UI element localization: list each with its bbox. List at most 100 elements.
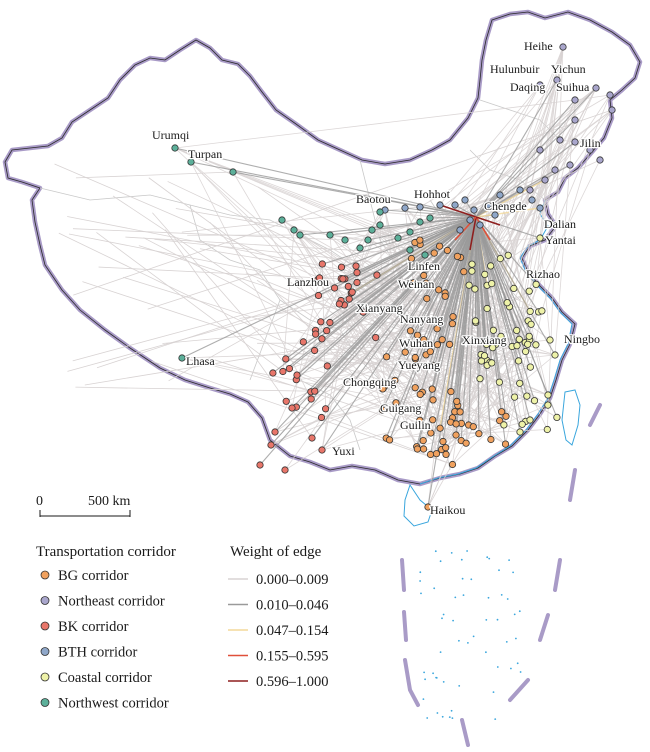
city-node <box>541 176 549 184</box>
city-node <box>481 270 489 278</box>
city-node <box>524 340 532 348</box>
city-node <box>318 335 326 343</box>
city-node <box>406 327 415 335</box>
city-node <box>326 318 334 327</box>
edge <box>475 216 501 226</box>
city-node <box>187 158 195 166</box>
city-node <box>551 166 559 174</box>
city-node <box>445 340 454 348</box>
city-node <box>516 186 524 194</box>
island-dot <box>458 639 460 642</box>
edge <box>381 216 477 411</box>
city-node <box>543 425 551 434</box>
city-node <box>407 254 416 263</box>
city-node <box>438 336 446 344</box>
edge <box>410 216 477 332</box>
city-node <box>368 226 376 234</box>
city-node <box>482 340 491 348</box>
island-dot <box>467 642 469 644</box>
island-dot <box>424 678 426 681</box>
city-node <box>428 385 436 393</box>
edge <box>329 216 477 236</box>
city-node <box>310 346 319 355</box>
city-label-yueyang: Yueyang <box>398 358 440 372</box>
island-dot <box>420 592 422 595</box>
city-node <box>571 116 579 124</box>
weight-legend-label: 0.010–0.046 <box>256 598 329 614</box>
edge <box>291 263 323 409</box>
edge <box>318 216 477 297</box>
city-label-turpan: Turpan <box>188 147 222 161</box>
city-node <box>376 208 384 216</box>
island-dot <box>442 681 445 683</box>
city-node <box>476 375 484 383</box>
city-node <box>278 216 286 224</box>
edge <box>96 232 284 372</box>
edge <box>460 216 477 441</box>
city-node <box>372 333 380 342</box>
edge <box>259 216 477 466</box>
edge <box>535 46 564 285</box>
city-node <box>456 226 464 234</box>
island-dot <box>466 550 468 552</box>
edge <box>167 181 454 318</box>
city-node <box>416 203 424 211</box>
city-node <box>608 106 616 114</box>
city-label-xinxiang: Xinxiang <box>462 333 507 347</box>
edge <box>73 109 613 296</box>
city-node <box>311 330 320 338</box>
edge <box>439 427 479 435</box>
city-node <box>335 300 343 308</box>
city-node <box>435 286 443 294</box>
city-label-suihua: Suihua <box>556 80 590 94</box>
city-label-hulunbuir: Hulunbuir <box>490 62 539 76</box>
city-node <box>308 434 316 442</box>
city-node <box>496 191 504 199</box>
island-dot <box>488 557 491 560</box>
city-node <box>271 428 279 436</box>
city-label-dalian: Dalian <box>544 217 576 231</box>
island-dot <box>518 610 521 613</box>
city-node <box>441 292 449 300</box>
city-node <box>495 378 503 386</box>
edge <box>54 163 353 293</box>
island-dot <box>516 662 519 665</box>
city-node <box>423 294 431 303</box>
island-dot <box>461 577 464 580</box>
city-node <box>352 262 360 270</box>
city-node <box>290 226 298 234</box>
city-node <box>435 242 444 250</box>
island-dot <box>450 552 453 554</box>
edge <box>414 216 477 358</box>
edge <box>442 339 535 402</box>
city-label-baotou: Baotou <box>356 192 391 206</box>
edge <box>539 79 558 239</box>
edge <box>148 177 459 406</box>
city-node <box>516 379 524 387</box>
city-node <box>503 299 511 307</box>
city-node <box>536 204 544 212</box>
city-node <box>526 416 534 424</box>
city-node <box>497 332 505 340</box>
city-node <box>501 440 510 448</box>
scale-bar: 0 500 km <box>36 494 131 517</box>
city-node <box>416 416 424 424</box>
weight-legend-title: Weight of edge <box>230 544 322 560</box>
corridor-legend-marker <box>40 672 50 682</box>
weight-legend-label: 0.047–0.154 <box>256 623 329 639</box>
edge <box>491 87 597 284</box>
edge <box>341 216 477 268</box>
city-label-haikou: Haikou <box>430 503 465 517</box>
city-node <box>528 196 536 204</box>
city-label-ningbo: Ningbo <box>564 332 600 346</box>
city-node <box>416 390 424 398</box>
city-label-wuhan: Wuhan <box>399 336 433 350</box>
edge <box>296 84 541 376</box>
city-node <box>489 326 497 334</box>
city-node <box>526 186 534 194</box>
edge <box>138 245 418 336</box>
edge <box>426 298 502 412</box>
edge <box>475 216 493 363</box>
island-dot <box>426 717 429 719</box>
city-node <box>483 304 491 313</box>
